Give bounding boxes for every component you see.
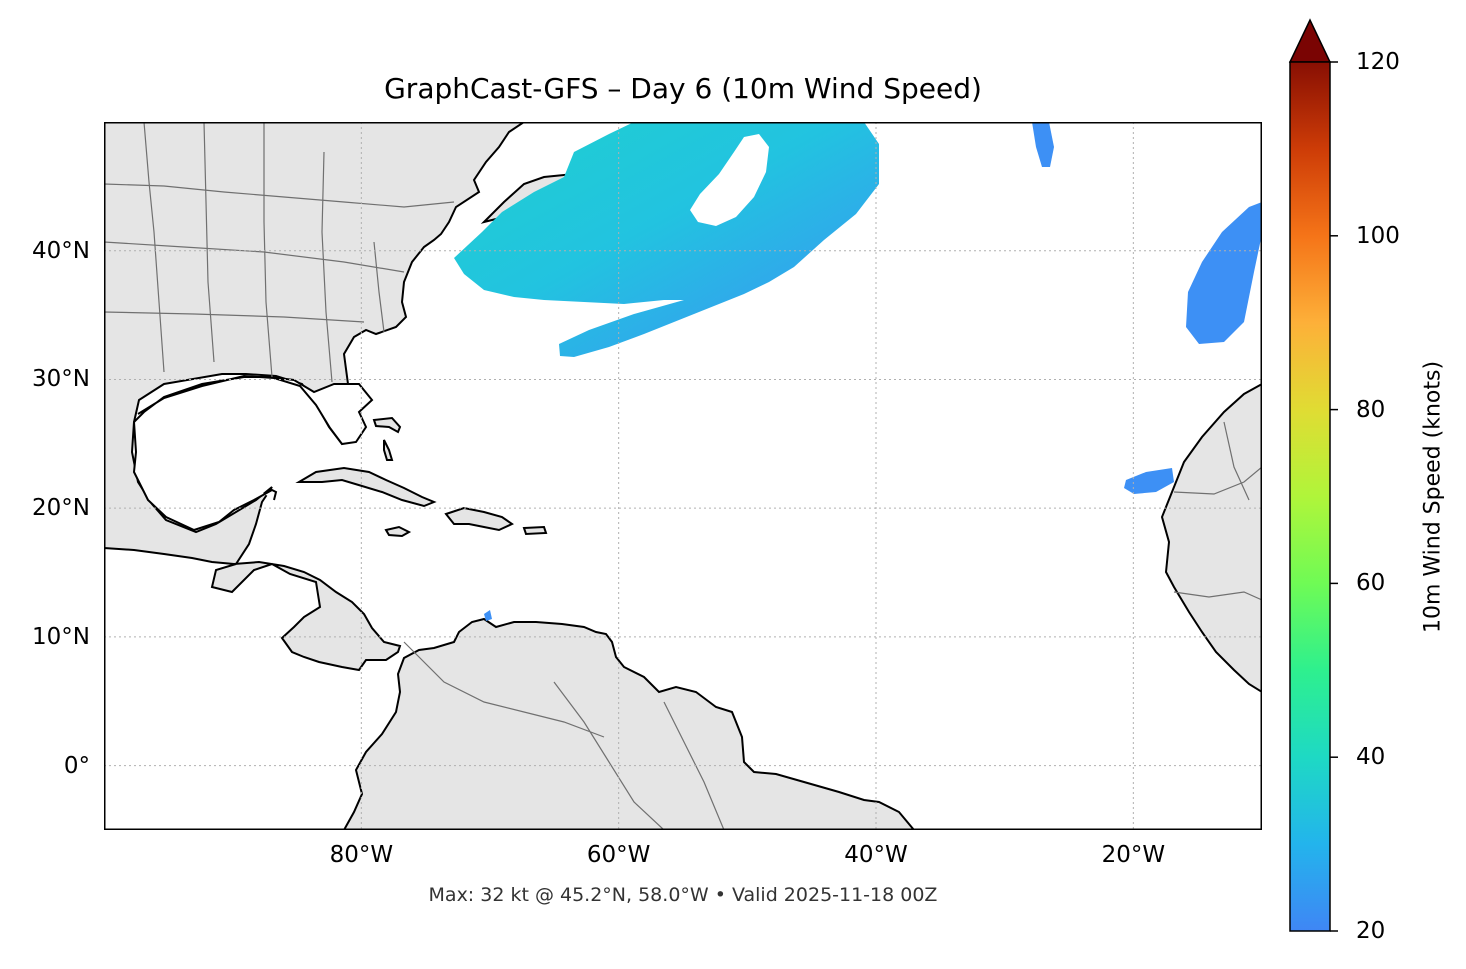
colorbar-label: 10m Wind Speed (knots) [1420, 360, 1446, 634]
colorbar-tick-label: 80 [1356, 396, 1386, 423]
wind-patch-caribbean [484, 610, 492, 621]
country-borders [104, 122, 1262, 830]
lon-tick-label: 20°W [1101, 842, 1166, 868]
lon-tick-label: 40°W [844, 842, 908, 868]
lon-tick-label: 80°W [329, 842, 394, 868]
wind-swath-main [454, 122, 879, 357]
lat-tick-label: 20°N [32, 495, 90, 522]
map-border [104, 122, 1262, 830]
lon-tick-label: 60°W [586, 842, 651, 868]
land-bahamas [372, 416, 402, 461]
colorbar-tick-label: 40 [1356, 744, 1386, 771]
wind-field [454, 122, 1262, 621]
colorbar-tick-label: 100 [1356, 222, 1400, 249]
wind-speed-map [104, 122, 1262, 830]
gulf-of-mexico [132, 374, 374, 532]
colorbar-tick-label: 60 [1356, 570, 1386, 597]
wind-patch-north [1032, 122, 1054, 167]
colorbar-gradient [1289, 61, 1331, 932]
land-africa [1160, 382, 1262, 694]
lat-tick-label: 40°N [32, 237, 90, 264]
gridlines [104, 122, 1262, 830]
land-hispaniola [444, 506, 514, 532]
wind-swath-hole [690, 134, 769, 226]
land-puerto-rico [522, 525, 548, 536]
land-cuba [295, 466, 437, 508]
lat-tick-label: 30°N [32, 366, 90, 393]
map-title: GraphCast-GFS – Day 6 (10m Wind Speed) [384, 72, 982, 105]
land-south-america [342, 617, 916, 830]
colorbar-extend-arrow [1288, 18, 1332, 63]
land-jamaica [384, 525, 412, 538]
colorbar-tick-label: 20 [1356, 918, 1386, 944]
wind-patch-east [1186, 202, 1262, 344]
lat-tick-label: 0° [63, 752, 90, 779]
colorbar [1288, 18, 1338, 932]
colorbar-tick-label: 120 [1356, 49, 1400, 75]
map-footer: Max: 32 kt @ 45.2°N, 58.0°W • Valid 2025… [428, 884, 938, 906]
lat-tick-label: 10°N [32, 623, 90, 650]
wind-patch-canary [1124, 468, 1174, 494]
